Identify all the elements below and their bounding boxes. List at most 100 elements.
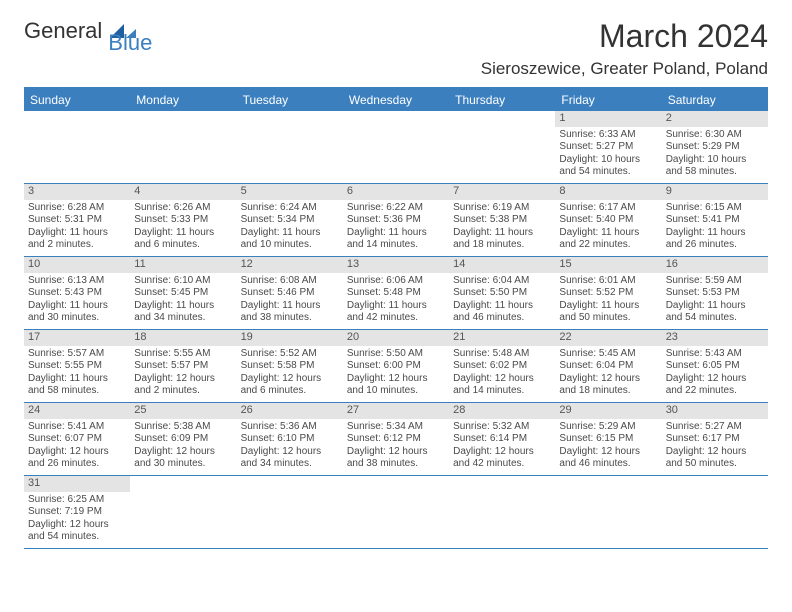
cell-text: Sunrise: 6:28 AM	[28, 202, 126, 215]
cell-text: and 46 minutes.	[453, 312, 551, 325]
cell-text: Sunrise: 6:10 AM	[134, 275, 232, 288]
cell-text: and 6 minutes.	[134, 239, 232, 252]
cell-text: and 10 minutes.	[347, 385, 445, 398]
day-header: Tuesday	[237, 89, 343, 111]
cell-text: Sunset: 6:07 PM	[28, 433, 126, 446]
cell-text: Sunset: 6:12 PM	[347, 433, 445, 446]
cell-text: Sunrise: 6:01 AM	[559, 275, 657, 288]
cell-text: Sunset: 5:52 PM	[559, 287, 657, 300]
cell-text: Sunset: 5:31 PM	[28, 214, 126, 227]
day-number: 15	[555, 257, 661, 273]
cell-text: Sunrise: 5:32 AM	[453, 421, 551, 434]
calendar-cell	[24, 111, 130, 183]
cell-text: and 34 minutes.	[134, 312, 232, 325]
calendar-cell: 3Sunrise: 6:28 AMSunset: 5:31 PMDaylight…	[24, 184, 130, 256]
day-number: 6	[343, 184, 449, 200]
calendar-cell: 21Sunrise: 5:48 AMSunset: 6:02 PMDayligh…	[449, 330, 555, 402]
cell-text: Daylight: 12 hours	[559, 446, 657, 459]
calendar-cell	[449, 111, 555, 183]
cell-text: and 14 minutes.	[453, 385, 551, 398]
cell-text: Daylight: 12 hours	[28, 446, 126, 459]
day-number: 25	[130, 403, 236, 419]
calendar-cell: 9Sunrise: 6:15 AMSunset: 5:41 PMDaylight…	[662, 184, 768, 256]
cell-text: Sunrise: 6:33 AM	[559, 129, 657, 142]
calendar-cell: 11 Sunrise: 6:10 AMSunset: 5:45 PMDayligh…	[130, 257, 236, 329]
cell-text: Sunset: 5:36 PM	[347, 214, 445, 227]
calendar-cell: 6 Sunrise: 6:22 AMSunset: 5:36 PMDaylight…	[343, 184, 449, 256]
day-number: 18	[130, 330, 236, 346]
cell-text: Sunrise: 6:22 AM	[347, 202, 445, 215]
cell-text: Sunrise: 6:19 AM	[453, 202, 551, 215]
day-number: 23	[662, 330, 768, 346]
day-number: 27	[343, 403, 449, 419]
cell-text: Daylight: 11 hours	[241, 227, 339, 240]
day-number: 4	[130, 184, 236, 200]
header: General Blue March 2024 Sieroszewice, Gr…	[24, 18, 768, 79]
day-number: 28	[449, 403, 555, 419]
cell-text: Daylight: 11 hours	[453, 227, 551, 240]
calendar-cell	[130, 111, 236, 183]
cell-text: Sunrise: 5:50 AM	[347, 348, 445, 361]
cell-text: and 22 minutes.	[559, 239, 657, 252]
cell-text: and 38 minutes.	[241, 312, 339, 325]
cell-text: and 2 minutes.	[134, 385, 232, 398]
cell-text: Sunset: 6:04 PM	[559, 360, 657, 373]
cell-text: Sunrise: 6:06 AM	[347, 275, 445, 288]
cell-text: Sunrise: 5:59 AM	[666, 275, 764, 288]
day-header: Thursday	[449, 89, 555, 111]
cell-text: Sunrise: 6:26 AM	[134, 202, 232, 215]
cell-text: Daylight: 11 hours	[666, 300, 764, 313]
cell-text: Sunrise: 5:43 AM	[666, 348, 764, 361]
calendar-cell: 31Sunrise: 6:25 AMSunset: 7:19 PMDayligh…	[24, 476, 130, 548]
day-header: Friday	[555, 89, 661, 111]
day-number: 5	[237, 184, 343, 200]
calendar-cell: 15Sunrise: 6:01 AMSunset: 5:52 PMDayligh…	[555, 257, 661, 329]
cell-text: and 38 minutes.	[347, 458, 445, 471]
cell-text: Sunrise: 6:17 AM	[559, 202, 657, 215]
cell-text: Daylight: 11 hours	[28, 227, 126, 240]
cell-text: Sunset: 5:45 PM	[134, 287, 232, 300]
cell-text: and 18 minutes.	[453, 239, 551, 252]
cell-text: Daylight: 11 hours	[347, 227, 445, 240]
calendar-cell: 20Sunrise: 5:50 AMSunset: 6:00 PMDayligh…	[343, 330, 449, 402]
cell-text: Daylight: 11 hours	[666, 227, 764, 240]
cell-text: Daylight: 12 hours	[453, 446, 551, 459]
week-row: 17Sunrise: 5:57 AMSunset: 5:55 PMDayligh…	[24, 330, 768, 403]
cell-text: and 54 minutes.	[28, 531, 126, 544]
calendar-cell: 8Sunrise: 6:17 AMSunset: 5:40 PMDaylight…	[555, 184, 661, 256]
cell-text: Sunset: 6:00 PM	[347, 360, 445, 373]
week-row: 1Sunrise: 6:33 AMSunset: 5:27 PMDaylight…	[24, 111, 768, 184]
cell-text: and 6 minutes.	[241, 385, 339, 398]
cell-text: Sunrise: 5:27 AM	[666, 421, 764, 434]
calendar-cell: 2Sunrise: 6:30 AMSunset: 5:29 PMDaylight…	[662, 111, 768, 183]
calendar-cell: 30Sunrise: 5:27 AMSunset: 6:17 PMDayligh…	[662, 403, 768, 475]
cell-text: and 50 minutes.	[559, 312, 657, 325]
day-header: Wednesday	[343, 89, 449, 111]
week-row: 24Sunrise: 5:41 AMSunset: 6:07 PMDayligh…	[24, 403, 768, 476]
calendar-cell: 10Sunrise: 6:13 AMSunset: 5:43 PMDayligh…	[24, 257, 130, 329]
day-number: 21	[449, 330, 555, 346]
cell-text: Sunrise: 6:30 AM	[666, 129, 764, 142]
cell-text: Daylight: 12 hours	[241, 446, 339, 459]
cell-text: and 30 minutes.	[28, 312, 126, 325]
calendar-cell: 1Sunrise: 6:33 AMSunset: 5:27 PMDaylight…	[555, 111, 661, 183]
cell-text: Sunrise: 5:48 AM	[453, 348, 551, 361]
cell-text: Daylight: 11 hours	[28, 373, 126, 386]
calendar-cell: 17Sunrise: 5:57 AMSunset: 5:55 PMDayligh…	[24, 330, 130, 402]
cell-text: Daylight: 11 hours	[241, 300, 339, 313]
cell-text: and 2 minutes.	[28, 239, 126, 252]
calendar-cell	[555, 476, 661, 548]
cell-text: and 26 minutes.	[28, 458, 126, 471]
day-number: 11	[130, 257, 236, 273]
cell-text: Sunset: 6:14 PM	[453, 433, 551, 446]
calendar-cell: 16Sunrise: 5:59 AMSunset: 5:53 PMDayligh…	[662, 257, 768, 329]
week-row: 3Sunrise: 6:28 AMSunset: 5:31 PMDaylight…	[24, 184, 768, 257]
calendar-cell: 26Sunrise: 5:36 AMSunset: 6:10 PMDayligh…	[237, 403, 343, 475]
cell-text: Sunset: 5:40 PM	[559, 214, 657, 227]
calendar-cell: 24Sunrise: 5:41 AMSunset: 6:07 PMDayligh…	[24, 403, 130, 475]
day-number: 29	[555, 403, 661, 419]
calendar-cell	[343, 111, 449, 183]
calendar-cell	[662, 476, 768, 548]
cell-text: Daylight: 11 hours	[134, 300, 232, 313]
calendar-cell: 12Sunrise: 6:08 AMSunset: 5:46 PMDayligh…	[237, 257, 343, 329]
